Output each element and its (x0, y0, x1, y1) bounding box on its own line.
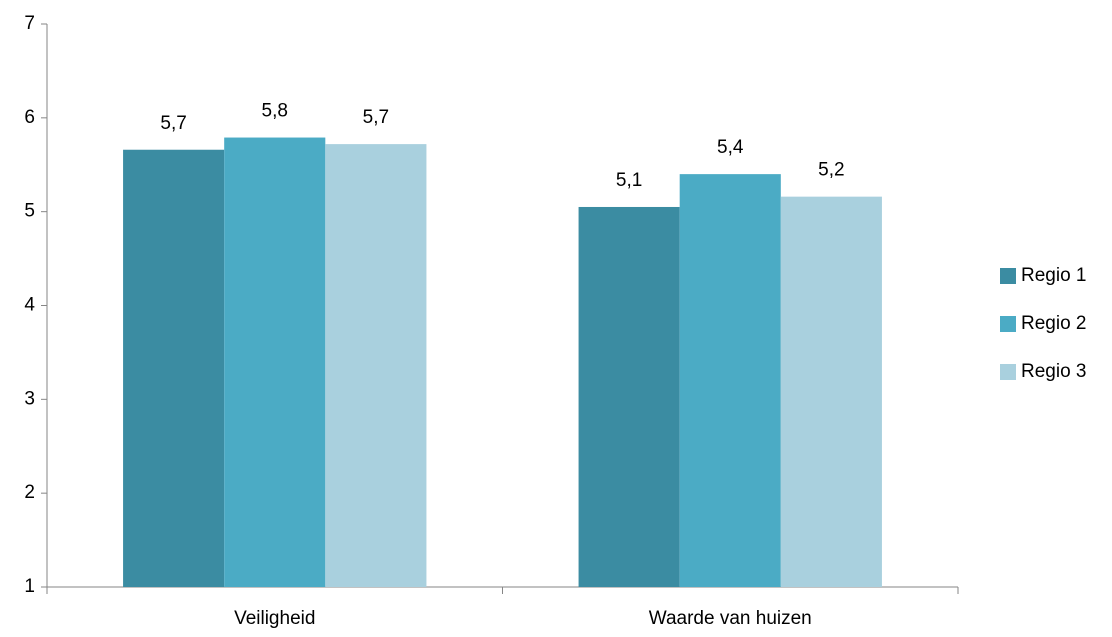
legend-label: Regio 2 (1021, 313, 1087, 334)
data-label: 5,1 (616, 170, 642, 191)
data-label: 5,8 (262, 101, 288, 122)
y-tick-label: 4 (24, 295, 35, 316)
y-tick-label: 5 (24, 201, 35, 222)
bar (679, 174, 781, 587)
y-tick-label: 7 (24, 13, 35, 34)
legend-swatch (1000, 268, 1016, 284)
bar (123, 149, 225, 587)
data-label: 5,2 (818, 160, 844, 181)
legend-label: Regio 3 (1021, 361, 1087, 382)
data-label: 5,7 (160, 113, 186, 134)
bar (224, 137, 326, 587)
bar (325, 144, 427, 587)
y-tick-label: 3 (24, 388, 35, 409)
y-tick-label: 6 (24, 107, 35, 128)
y-tick-label: 2 (24, 482, 35, 503)
legend-label: Regio 1 (1021, 265, 1087, 286)
data-label: 5,7 (363, 107, 389, 128)
legend-swatch (1000, 364, 1016, 380)
data-label: 5,4 (717, 137, 744, 158)
legend-swatch (1000, 316, 1016, 332)
y-tick-label: 1 (24, 576, 35, 597)
x-tick-label: Veiligheid (234, 608, 315, 629)
bar (578, 206, 680, 587)
x-tick-label: Waarde van huizen (649, 608, 812, 629)
bar (780, 196, 882, 588)
